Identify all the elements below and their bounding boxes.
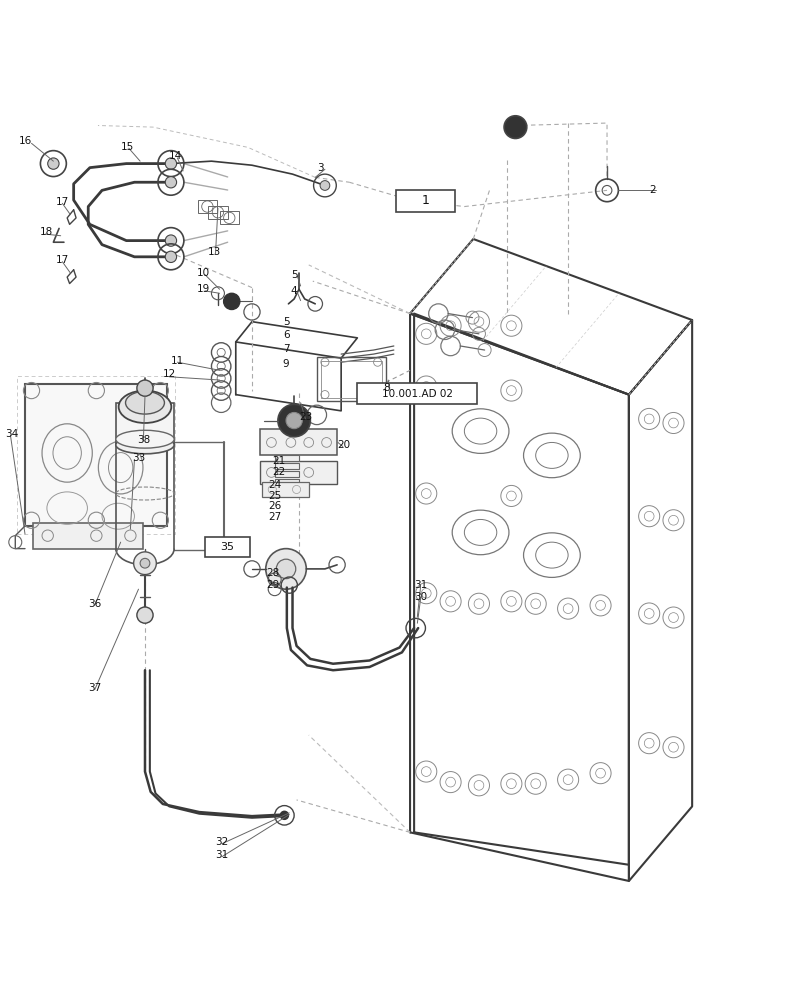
Circle shape [223, 293, 239, 310]
Text: 16: 16 [19, 136, 32, 146]
Text: 31: 31 [414, 580, 427, 590]
Bar [316, 357, 385, 401]
Bar [357, 383, 477, 404]
Bar [396, 190, 454, 212]
Text: 5: 5 [282, 317, 289, 327]
Text: 23: 23 [298, 412, 312, 422]
Text: 28: 28 [266, 568, 280, 578]
Text: 17: 17 [56, 255, 69, 265]
Text: 15: 15 [121, 142, 134, 152]
Ellipse shape [116, 430, 174, 448]
Circle shape [140, 558, 150, 568]
Bar [320, 361, 381, 398]
Text: 30: 30 [414, 592, 427, 602]
Circle shape [48, 158, 59, 169]
Text: 13: 13 [207, 247, 221, 257]
Bar [33, 523, 143, 549]
Bar [260, 461, 337, 484]
Circle shape [277, 404, 310, 437]
Text: 8: 8 [383, 383, 389, 393]
Text: 27: 27 [268, 512, 281, 522]
Text: 33: 33 [132, 453, 145, 463]
Bar [204, 537, 249, 557]
Circle shape [137, 380, 153, 396]
Text: 11: 11 [170, 356, 184, 366]
Text: 25: 25 [268, 491, 281, 501]
Bar [260, 429, 337, 455]
Circle shape [320, 181, 329, 190]
Text: 32: 32 [215, 837, 229, 847]
Circle shape [280, 811, 288, 819]
Text: 5: 5 [290, 270, 297, 280]
Text: 14: 14 [169, 151, 182, 161]
Text: 31: 31 [215, 850, 229, 860]
Bar [274, 471, 298, 477]
Text: 3: 3 [316, 163, 323, 173]
Text: 2: 2 [648, 185, 655, 195]
Text: 9: 9 [282, 359, 289, 369]
Text: 7: 7 [282, 344, 289, 354]
Circle shape [137, 607, 153, 623]
Circle shape [134, 552, 157, 575]
Text: 24: 24 [268, 480, 281, 490]
Text: 21: 21 [272, 456, 285, 466]
Text: 22: 22 [272, 467, 285, 477]
Text: 10: 10 [196, 268, 210, 278]
Circle shape [504, 116, 526, 138]
Bar [274, 479, 298, 485]
Bar [274, 463, 298, 469]
Ellipse shape [116, 436, 174, 454]
Text: 37: 37 [88, 683, 101, 693]
Circle shape [165, 158, 176, 169]
Ellipse shape [126, 391, 165, 414]
Circle shape [165, 235, 176, 246]
Text: 26: 26 [268, 501, 281, 511]
Circle shape [276, 559, 295, 579]
Circle shape [165, 251, 176, 262]
Text: 12: 12 [163, 369, 176, 379]
Text: 34: 34 [5, 429, 18, 439]
Ellipse shape [118, 391, 171, 423]
Text: 6: 6 [282, 330, 289, 340]
Text: 18: 18 [40, 227, 53, 237]
Text: 10.001.AD 02: 10.001.AD 02 [381, 389, 453, 399]
Text: 38: 38 [137, 435, 150, 445]
Text: 35: 35 [221, 542, 234, 552]
Bar [261, 482, 308, 497]
Text: 36: 36 [88, 599, 101, 609]
Bar [208, 206, 227, 219]
Bar [25, 384, 167, 526]
Bar [274, 455, 298, 461]
Bar [219, 211, 238, 224]
Text: 20: 20 [337, 440, 350, 450]
Text: 29: 29 [266, 580, 280, 590]
Circle shape [265, 549, 306, 589]
Circle shape [165, 177, 176, 188]
Text: 17: 17 [56, 197, 69, 207]
Circle shape [285, 412, 302, 429]
Text: 1: 1 [421, 194, 429, 207]
Text: 19: 19 [196, 284, 210, 294]
Bar [116, 403, 174, 443]
Text: 4: 4 [290, 286, 297, 296]
Bar [197, 200, 217, 213]
